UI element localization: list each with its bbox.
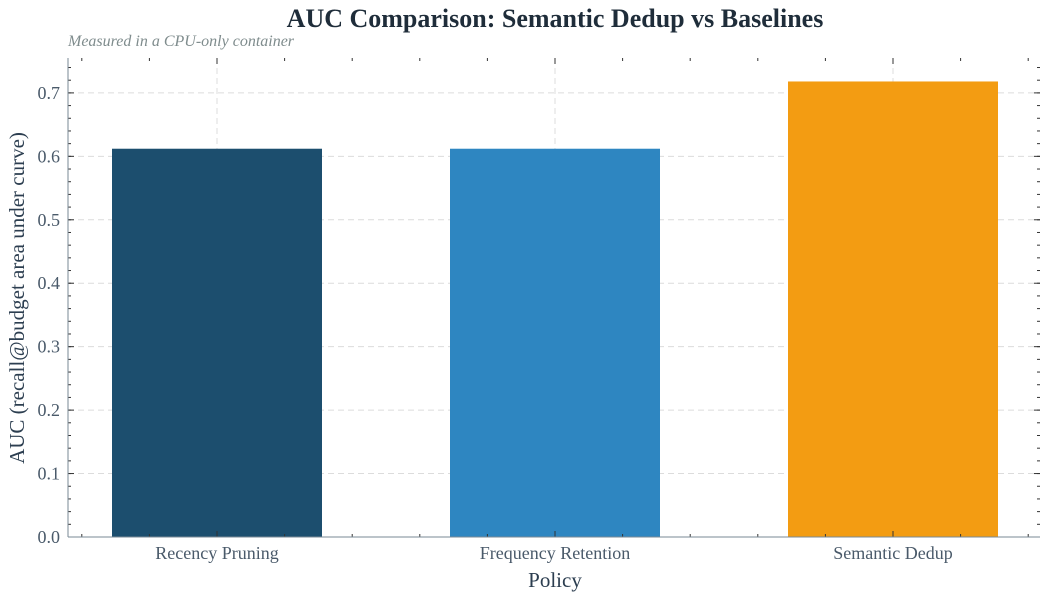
y-tick-label: 0.0: [38, 527, 61, 547]
bar-frequency-retention: [450, 148, 660, 538]
bars: [112, 81, 998, 538]
bar-semantic-dedup: [788, 81, 998, 537]
y-tick-label: 0.3: [38, 337, 61, 357]
y-tick-label: 0.4: [38, 273, 61, 293]
x-tick-label: Recency Pruning: [155, 543, 278, 563]
bar-recency-pruning: [112, 148, 322, 538]
y-tick-label: 0.5: [38, 210, 61, 230]
x-tick-label: Semantic Dedup: [833, 543, 952, 563]
y-tick-label: 0.1: [38, 464, 61, 484]
x-tick-label: Frequency Retention: [480, 543, 630, 563]
axes: 0.0 0.1 0.2 0.3 0.4 0.5 0.6 0.7 Recency Pruning F…: [38, 58, 1040, 563]
y-tick-label: 0.2: [38, 400, 61, 420]
y-axis-label: AUC (recall@budget area under curve): [5, 132, 29, 464]
y-tick-label: 0.6: [38, 146, 61, 166]
x-axis-label: Policy: [528, 568, 582, 592]
chart-title: AUC Comparison: Semantic Dedup vs Baseli…: [287, 4, 824, 33]
chart-subtitle: Measured in a CPU-only container: [67, 33, 295, 50]
y-tick-label: 0.7: [38, 83, 61, 103]
